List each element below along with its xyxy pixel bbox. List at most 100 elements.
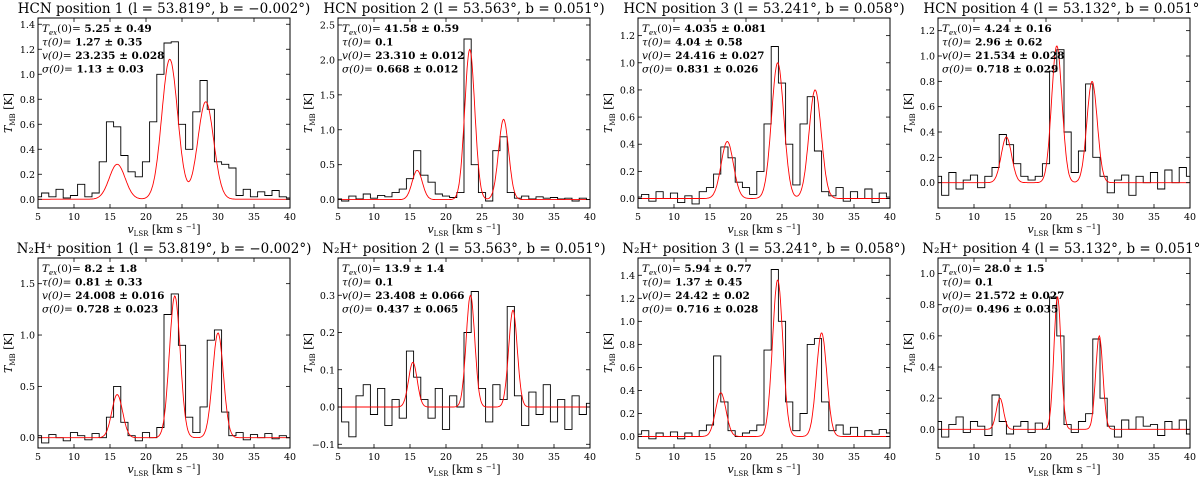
- x-tick-label: 20: [140, 452, 152, 463]
- y-tick-label: 1.2: [20, 45, 35, 56]
- plot-area: [938, 295, 1190, 438]
- y-tick-label: 0.8: [20, 95, 35, 106]
- param-tex: Tex(0)= 5.25 ± 0.49: [42, 23, 152, 37]
- y-tick-label: 0.0: [920, 425, 935, 436]
- param-tex: Tex(0)= 8.2 ± 1.8: [42, 263, 137, 277]
- plot-area: [338, 291, 590, 438]
- x-tick-label: 5: [635, 452, 641, 463]
- spectrum-panel-4: HCN position 4 (l = 53.132°, b = 0.051°)…: [902, 1, 1200, 238]
- y-tick-label: 0.2: [20, 170, 35, 181]
- observed-spectrum: [638, 46, 890, 205]
- x-tick-label: 30: [212, 212, 224, 223]
- x-tick-label: 30: [1112, 212, 1124, 223]
- x-tick-label: 5: [335, 452, 341, 463]
- y-tick-label: 0.6: [920, 331, 935, 342]
- plot-area: [938, 45, 1190, 196]
- x-tick-label: 10: [968, 452, 980, 463]
- x-tick-label: 15: [104, 452, 116, 463]
- param-tau: τ(0)= 0.1: [942, 277, 993, 289]
- param-tau: τ(0)= 1.37 ± 0.45: [642, 277, 742, 289]
- y-tick-label: 0.0: [320, 195, 335, 206]
- model-fit-line: [938, 45, 1190, 184]
- y-tick-label: 0.4: [620, 386, 635, 397]
- y-tick-label: 0.4: [920, 363, 935, 374]
- y-tick-label: 1.0: [920, 269, 935, 280]
- y-axis-label: TMB [K]: [902, 93, 917, 133]
- x-tick-label: 10: [368, 452, 380, 463]
- model-fit-line: [338, 294, 590, 408]
- param-tau: τ(0)= 1.27 ± 0.35: [42, 37, 142, 49]
- x-tick-label: 15: [404, 452, 416, 463]
- x-tick-label: 35: [848, 212, 860, 223]
- x-tick-label: 15: [704, 212, 716, 223]
- x-tick-label: 25: [1076, 212, 1088, 223]
- y-tick-label: 0.2: [320, 328, 335, 339]
- y-tick-label: 1.2: [620, 294, 635, 305]
- y-tick-label: 1.0: [920, 52, 935, 63]
- model-fit-line: [638, 62, 890, 199]
- y-tick-label: 1.0: [620, 58, 635, 69]
- x-tick-label: 25: [176, 452, 188, 463]
- x-tick-label: 40: [1184, 212, 1196, 223]
- axes-frame: [37, 257, 291, 449]
- x-axis-label: vLSR [km s −1]: [727, 463, 800, 478]
- param-tex: Tex(0)= 5.94 ± 0.77: [642, 263, 752, 277]
- plot-area: [638, 46, 890, 205]
- x-tick-label: 25: [776, 452, 788, 463]
- x-tick-label: 35: [548, 452, 560, 463]
- y-tick-label: 1.0: [320, 125, 335, 136]
- y-tick-label: 0.8: [920, 300, 935, 311]
- x-tick-label: 10: [668, 452, 680, 463]
- x-tick-label: 30: [212, 452, 224, 463]
- spectrum-panel-5: N₂H⁺ position 1 (l = 53.819°, b = −0.002…: [2, 241, 311, 478]
- x-tick-label: 40: [1184, 452, 1196, 463]
- model-fit-line: [38, 58, 290, 200]
- y-tick-label: 1.2: [920, 26, 935, 37]
- param-velocity: v(0)= 24.008 ± 0.016: [42, 290, 164, 302]
- x-tick-label: 5: [335, 212, 341, 223]
- spectrum-panel-6: N₂H⁺ position 2 (l = 53.563°, b = 0.051°…: [302, 241, 606, 478]
- x-tick-label: 25: [1076, 452, 1088, 463]
- panel-title: HCN position 3 (l = 53.241°, b = 0.058°): [623, 1, 904, 17]
- y-tick-label: 0.6: [620, 363, 635, 374]
- spectrum-panel-2: HCN position 2 (l = 53.563°, b = 0.051°)…: [302, 1, 605, 238]
- spectrum-panel-3: HCN position 3 (l = 53.241°, b = 0.058°)…: [602, 1, 905, 238]
- x-tick-label: 25: [476, 212, 488, 223]
- plot-area: [338, 38, 590, 202]
- y-tick-label: 1.2: [620, 31, 635, 42]
- x-tick-label: 5: [935, 452, 941, 463]
- y-tick-label: 0.4: [20, 145, 35, 156]
- spectrum-panel-8: N₂H⁺ position 4 (l = 53.132°, b = 0.051°…: [902, 241, 1200, 478]
- x-tick-label: 35: [1148, 452, 1160, 463]
- panel-title: N₂H⁺ position 3 (l = 53.241°, b = 0.058°…: [622, 241, 905, 257]
- x-tick-label: 10: [68, 212, 80, 223]
- param-tau: τ(0)= 0.1: [342, 277, 393, 289]
- x-tick-label: 10: [68, 452, 80, 463]
- y-tick-label: 0.8: [920, 77, 935, 88]
- param-sigma: σ(0)= 0.718 ± 0.029: [942, 64, 1058, 76]
- y-tick-label: 1.0: [620, 317, 635, 328]
- param-sigma: σ(0)= 0.728 ± 0.023: [42, 304, 158, 316]
- x-tick-label: 40: [284, 452, 296, 463]
- y-tick-label: 0.0: [20, 433, 35, 444]
- x-tick-label: 40: [584, 452, 596, 463]
- panel-title: HCN position 4 (l = 53.132°, b = 0.051°): [923, 1, 1200, 17]
- x-tick-label: 30: [512, 452, 524, 463]
- y-tick-label: 1.4: [620, 271, 635, 282]
- x-tick-label: 20: [740, 212, 752, 223]
- panel-title: HCN position 1 (l = 53.819°, b = −0.002°…: [18, 1, 311, 17]
- x-tick-label: 30: [812, 452, 824, 463]
- y-tick-label: 0.4: [620, 140, 635, 151]
- spectrum-panel-1: HCN position 1 (l = 53.819°, b = −0.002°…: [2, 1, 310, 238]
- y-tick-label: 0.0: [20, 195, 35, 206]
- param-velocity: v(0)= 23.310 ± 0.012: [342, 50, 464, 62]
- y-tick-label: 0.0: [620, 432, 635, 443]
- param-velocity: v(0)= 21.572 ± 0.027: [942, 290, 1064, 302]
- y-axis-label: TMB [K]: [2, 333, 17, 373]
- x-tick-label: 5: [935, 212, 941, 223]
- axes-frame: [937, 257, 1191, 449]
- param-sigma: σ(0)= 0.668 ± 0.012: [342, 64, 458, 76]
- y-tick-label: 1.5: [20, 279, 35, 290]
- y-tick-label: 0.2: [920, 394, 935, 405]
